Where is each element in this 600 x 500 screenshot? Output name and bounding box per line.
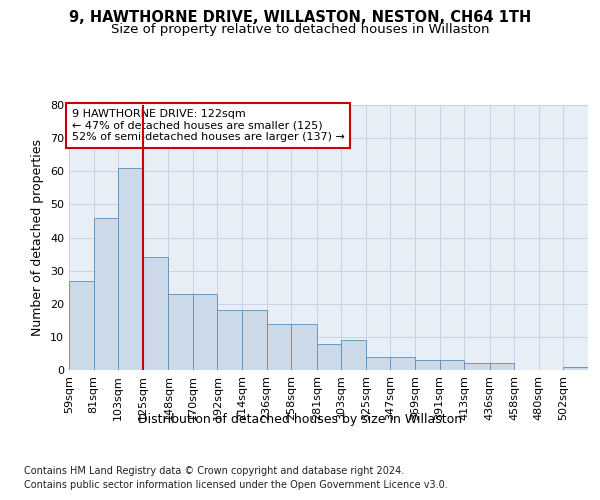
Bar — [193, 294, 217, 370]
Bar — [366, 357, 391, 370]
Bar — [415, 360, 440, 370]
Bar — [266, 324, 291, 370]
Text: 9 HAWTHORNE DRIVE: 122sqm
← 47% of detached houses are smaller (125)
52% of semi: 9 HAWTHORNE DRIVE: 122sqm ← 47% of detac… — [71, 109, 344, 142]
Bar — [563, 366, 588, 370]
Bar — [391, 357, 415, 370]
Text: Size of property relative to detached houses in Willaston: Size of property relative to detached ho… — [111, 22, 489, 36]
Bar — [242, 310, 266, 370]
Y-axis label: Number of detached properties: Number of detached properties — [31, 139, 44, 336]
Bar — [169, 294, 193, 370]
Bar — [94, 218, 118, 370]
Text: Contains public sector information licensed under the Open Government Licence v3: Contains public sector information licen… — [24, 480, 448, 490]
Bar — [118, 168, 143, 370]
Text: Contains HM Land Registry data © Crown copyright and database right 2024.: Contains HM Land Registry data © Crown c… — [24, 466, 404, 476]
Bar — [143, 258, 169, 370]
Bar — [291, 324, 317, 370]
Bar — [317, 344, 341, 370]
Bar — [69, 280, 94, 370]
Bar — [440, 360, 464, 370]
Bar — [464, 364, 490, 370]
Text: Distribution of detached houses by size in Willaston: Distribution of detached houses by size … — [138, 412, 462, 426]
Bar — [490, 364, 514, 370]
Bar — [217, 310, 242, 370]
Text: 9, HAWTHORNE DRIVE, WILLASTON, NESTON, CH64 1TH: 9, HAWTHORNE DRIVE, WILLASTON, NESTON, C… — [69, 10, 531, 25]
Bar — [341, 340, 366, 370]
